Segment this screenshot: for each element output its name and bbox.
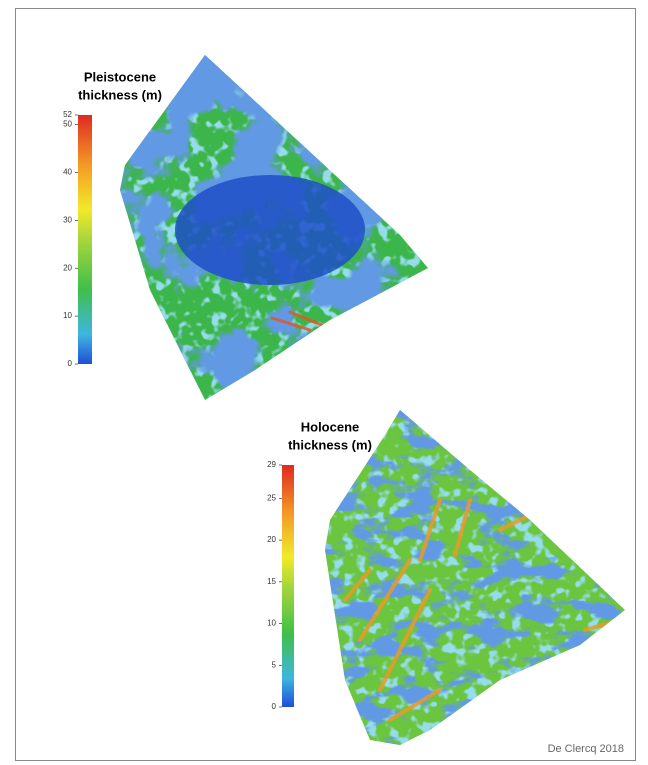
legend-title: thickness (m) (78, 87, 162, 102)
tick-label: 25 (267, 493, 276, 502)
tick-label: 30 (63, 215, 72, 224)
tick-label: 40 (63, 168, 72, 177)
tick-label: 10 (267, 619, 276, 628)
tick-label: 50 (63, 120, 72, 129)
legend-title: thickness (m) (288, 437, 372, 452)
legend-title: Pleistocene (84, 69, 156, 84)
colorbar (78, 115, 92, 364)
page: {"maps": [ {"title_lines": ["Pleistocene… (0, 0, 648, 765)
figure: Pleistocenethickness (m)0102030405052Hol… (0, 0, 648, 765)
tick-label: 20 (267, 535, 276, 544)
tick-label: 0 (68, 359, 73, 368)
tick-label: 20 (63, 263, 72, 272)
tick-label: 5 (272, 660, 277, 669)
caption: De Clercq 2018 (548, 743, 624, 755)
tick-label: 10 (63, 311, 72, 320)
tick-label: 52 (63, 110, 72, 119)
tick-label: 29 (267, 460, 276, 469)
tick-label: 0 (272, 702, 277, 711)
legend-title: Holocene (301, 419, 360, 434)
colorbar (282, 465, 294, 707)
tick-label: 15 (267, 577, 276, 586)
